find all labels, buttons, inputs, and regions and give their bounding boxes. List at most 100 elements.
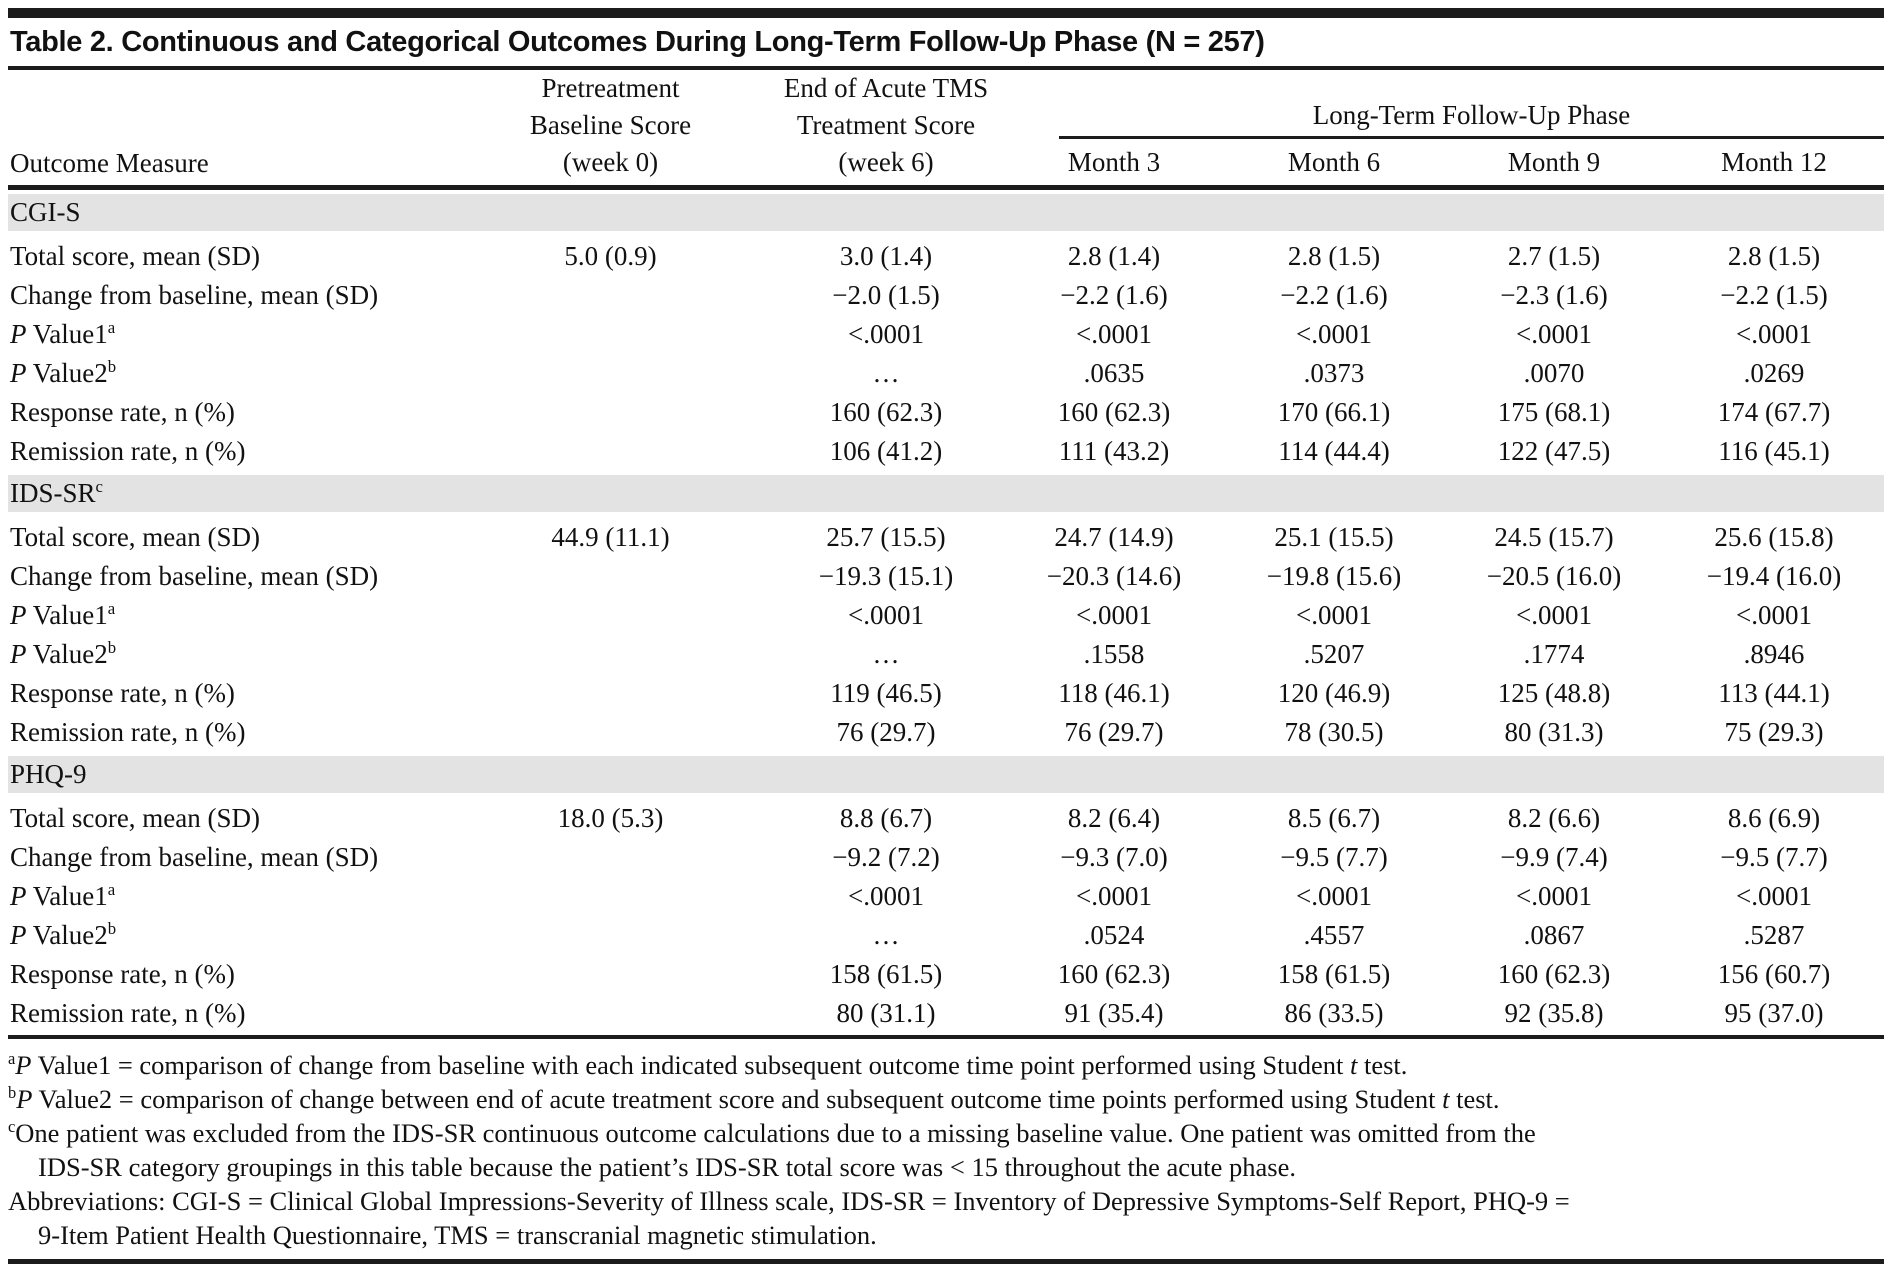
row-label: Response rate, n (%): [10, 959, 235, 989]
cell-value: [453, 916, 768, 955]
cell-value: 8.2 (6.6): [1507, 803, 1601, 833]
row-label: Response rate, n (%): [10, 397, 235, 427]
cell-value: 86 (33.5): [1284, 998, 1384, 1028]
cell-value: <.0001: [1076, 319, 1152, 349]
footnotes: aP Value1 = comparison of change from ba…: [8, 1048, 1593, 1252]
row-label: Total score, mean (SD): [10, 522, 261, 552]
section-title: PHQ-9: [8, 752, 1884, 799]
row-label: Change from baseline, mean (SD): [10, 280, 379, 310]
cell-value: −2.2 (1.6): [1060, 280, 1168, 310]
cell-value: <.0001: [848, 319, 924, 349]
cell-value: 8.5 (6.7): [1287, 803, 1381, 833]
cell-value: 24.5 (15.7): [1494, 522, 1614, 552]
cell-value: <.0001: [1516, 319, 1592, 349]
outcomes-table: Outcome Measure Pretreatment Baseline Sc…: [8, 70, 1884, 185]
cell-value: 111 (43.2): [1058, 436, 1170, 466]
cell-value: −9.5 (7.7): [1280, 842, 1388, 872]
cell-value: 2.8 (1.5): [1287, 241, 1381, 271]
pretreatment-line1: Pretreatment: [541, 73, 680, 103]
row-label: Total score, mean (SD): [10, 803, 261, 833]
table-row: Remission rate, n (%) 76 (29.7) 76 (29.7) 7…: [8, 713, 1884, 754]
cell-value: [453, 955, 768, 994]
table-row: P Value2b … .0524 .4557 .0867 .5287: [8, 916, 1884, 955]
cell-value: 78 (30.5): [1284, 717, 1384, 747]
page-bottom-rule: [8, 1259, 1884, 1264]
cell-value: 3.0 (1.4): [839, 241, 933, 271]
top-rule: [8, 8, 1884, 18]
row-label: Change from baseline, mean (SD): [10, 561, 379, 591]
table-title: Table 2. Continuous and Categorical Outc…: [10, 26, 1265, 58]
cell-value: <.0001: [1736, 881, 1812, 911]
cell-value: 75 (29.3): [1724, 717, 1824, 747]
outcomes-table-body: CGI-S Total score, mean (SD) 5.0 (0.9) 3.0 …: [8, 190, 1884, 1033]
cell-value: [453, 713, 768, 754]
row-label: P Value1a: [10, 318, 116, 349]
cell-value: 18.0 (5.3): [557, 803, 664, 833]
table-row: Remission rate, n (%) 106 (41.2) 111 (43.2…: [8, 432, 1884, 473]
cell-value: 91 (35.4): [1064, 998, 1164, 1028]
cell-value: .5207: [1303, 639, 1365, 669]
cell-value: .1558: [1083, 639, 1145, 669]
cell-value: −19.8 (15.6): [1266, 561, 1402, 591]
cell-value: .8946: [1743, 639, 1805, 669]
cell-value: [453, 315, 768, 354]
cell-value: 158 (61.5): [829, 959, 943, 989]
cell-value: …: [872, 358, 900, 388]
pretreatment-line2: Baseline Score: [529, 110, 692, 140]
cell-value: 44.9 (11.1): [551, 522, 670, 552]
acute-tms-header: End of Acute TMS Treatment Score (week 6…: [768, 70, 1004, 185]
cell-value: 80 (31.3): [1504, 717, 1604, 747]
cell-value: 95 (37.0): [1724, 998, 1824, 1028]
cell-value: <.0001: [1736, 319, 1812, 349]
cell-value: −20.5 (16.0): [1486, 561, 1622, 591]
months-row: Month 3 Month 6 Month 9 Month 12: [1004, 144, 1884, 185]
cell-value: [453, 557, 768, 596]
cell-value: [453, 635, 768, 674]
cell-value: 125 (48.8): [1497, 678, 1611, 708]
cell-value: [453, 674, 768, 713]
cell-value: .0269: [1743, 358, 1805, 388]
outcome-measure-header: Outcome Measure: [10, 148, 209, 178]
section-title: IDS-SRc: [8, 471, 1884, 518]
journal-table-page: Table 2. Continuous and Categorical Outc…: [0, 8, 1892, 1264]
table-row: Change from baseline, mean (SD) −9.2 (7.2…: [8, 838, 1884, 877]
cell-value: −19.3 (15.1): [818, 561, 954, 591]
cell-value: <.0001: [1736, 600, 1812, 630]
header-bottom-rule: [8, 185, 1884, 190]
title-rule: [8, 66, 1884, 70]
table-body: CGI-S Total score, mean (SD) 5.0 (0.9) 3.0 …: [8, 190, 1884, 1033]
footnote: bP Value2 = comparison of change between…: [8, 1083, 1500, 1114]
cell-value: 8.8 (6.7): [839, 803, 933, 833]
cell-value: 2.8 (1.4): [1067, 241, 1161, 271]
cell-value: .0524: [1083, 920, 1145, 950]
cell-value: 116 (45.1): [1718, 436, 1830, 466]
pretreatment-line3: (week 0): [562, 147, 659, 177]
cell-value: 119 (46.5): [830, 678, 942, 708]
cell-value: −2.0 (1.5): [832, 280, 940, 310]
table-row: Total score, mean (SD) 44.9 (11.1) 25.7 (1…: [8, 515, 1884, 557]
table-bottom-rule: [8, 1035, 1884, 1039]
cell-value: 160 (62.3): [829, 397, 943, 427]
cell-value: 24.7 (14.9): [1054, 522, 1174, 552]
cell-value: …: [872, 639, 900, 669]
cell-value: 158 (61.5): [1277, 959, 1391, 989]
month-header: Month 6: [1287, 147, 1381, 177]
cell-value: 106 (41.2): [829, 436, 943, 466]
cell-value: 92 (35.8): [1504, 998, 1604, 1028]
cell-value: [453, 276, 768, 315]
cell-value: 114 (44.4): [1278, 436, 1390, 466]
cell-value: [453, 838, 768, 877]
cell-value: 122 (47.5): [1497, 436, 1611, 466]
cell-value: 2.7 (1.5): [1507, 241, 1601, 271]
cell-value: 175 (68.1): [1497, 397, 1611, 427]
cell-value: [453, 596, 768, 635]
cell-value: 76 (29.7): [836, 717, 936, 747]
cell-value: .0867: [1523, 920, 1585, 950]
cell-value: −9.5 (7.7): [1720, 842, 1828, 872]
acute-line2: Treatment Score: [796, 110, 976, 140]
footnote: cOne patient was excluded from the IDS-S…: [8, 1117, 1536, 1182]
table-header-body: Outcome Measure Pretreatment Baseline Sc…: [8, 70, 1884, 185]
cell-value: −9.3 (7.0): [1060, 842, 1168, 872]
table-row: P Value1a <.0001 <.0001 <.0001 <.0001 <.0001: [8, 596, 1884, 635]
cell-value: 120 (46.9): [1277, 678, 1391, 708]
